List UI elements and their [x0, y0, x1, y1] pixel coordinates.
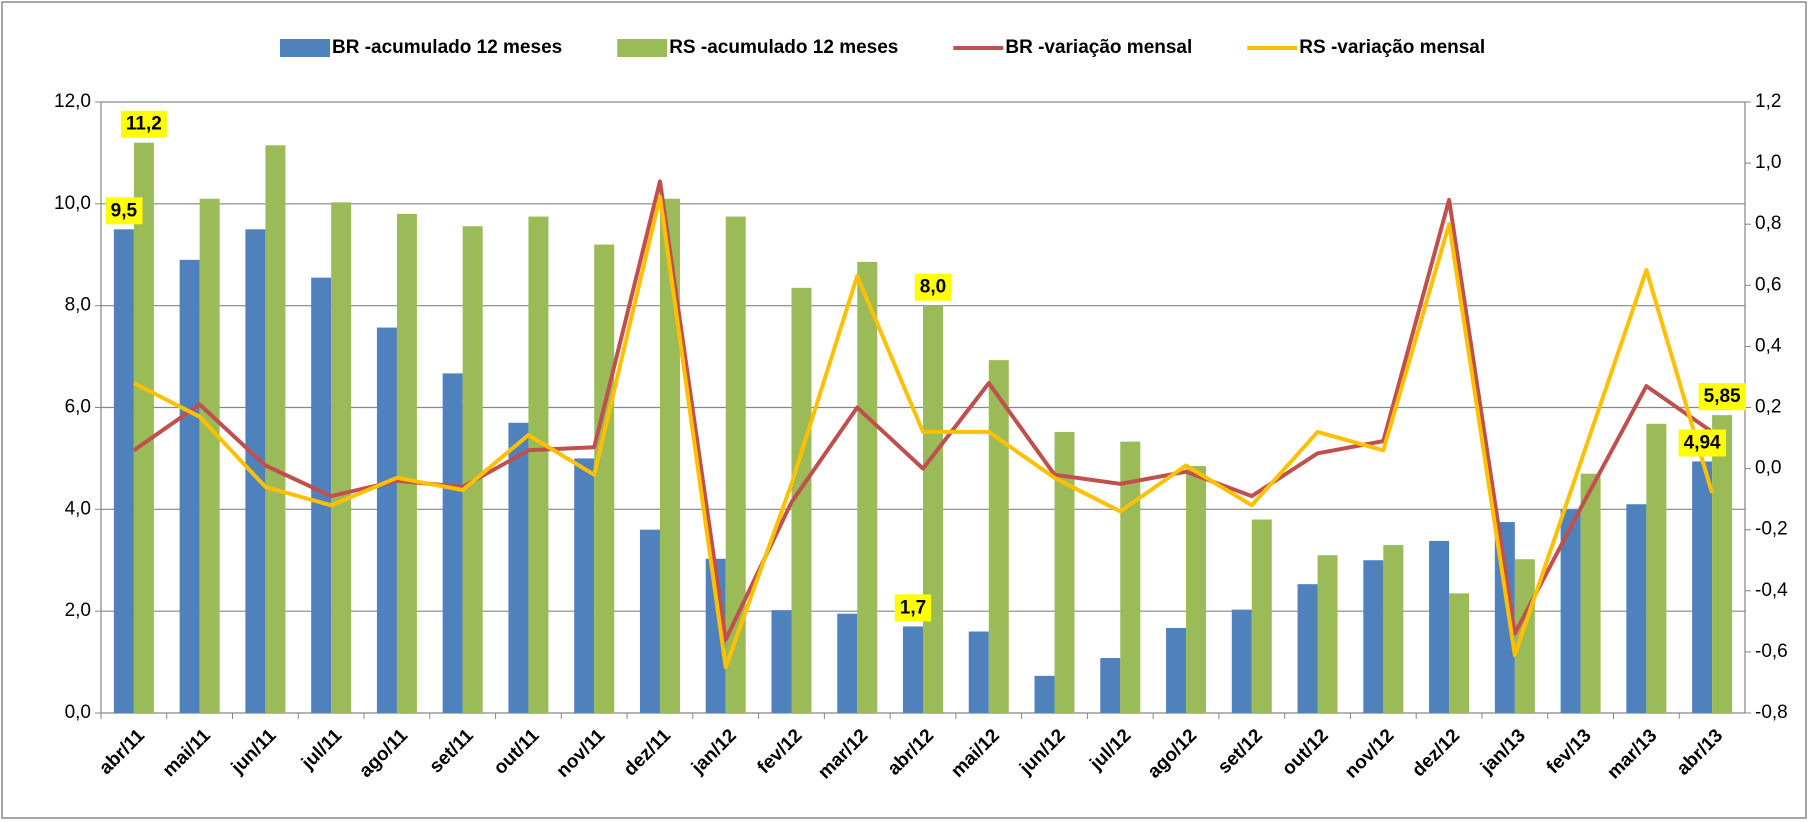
bar — [857, 261, 878, 713]
bar — [1626, 504, 1647, 713]
legend-label: RS -acumulado 12 meses — [669, 37, 898, 58]
y2-tick-label: 0,2 — [1755, 397, 1781, 418]
data-label: 5,85 — [1704, 386, 1741, 407]
y2-tick-label: 1,2 — [1755, 91, 1781, 112]
bar — [265, 145, 286, 713]
bar — [199, 198, 220, 713]
bar — [988, 360, 1009, 713]
data-label-box — [894, 594, 932, 622]
y2-tick-label: -0,4 — [1755, 580, 1788, 601]
bar — [1580, 473, 1601, 713]
y-tick-label: 12,0 — [54, 91, 91, 112]
y2-tick-label: 0,8 — [1755, 213, 1781, 234]
legend-label: BR -variação mensal — [1005, 37, 1192, 58]
bar — [1231, 609, 1252, 713]
y2-tick-label: -0,8 — [1755, 702, 1788, 723]
bar — [837, 613, 858, 713]
bar — [1429, 540, 1450, 713]
bar — [331, 202, 352, 713]
data-label-box — [1698, 383, 1747, 411]
bar — [725, 216, 746, 713]
bar — [1317, 555, 1338, 713]
bar — [659, 198, 680, 713]
y-tick-label: 6,0 — [65, 397, 91, 418]
bar — [1251, 519, 1272, 713]
bar — [771, 610, 792, 713]
bar — [923, 305, 943, 713]
data-label: 1,7 — [900, 597, 926, 618]
y2-tick-label: -0,6 — [1755, 641, 1788, 662]
bar — [396, 214, 417, 713]
line — [132, 194, 1715, 670]
bar — [462, 226, 483, 713]
bar — [1712, 415, 1733, 713]
bar — [113, 229, 134, 713]
y2-tick-label: 1,0 — [1755, 152, 1781, 173]
bar — [1449, 593, 1470, 713]
bar — [791, 287, 812, 713]
bar — [1560, 509, 1581, 713]
y-tick-label: 0,0 — [65, 702, 91, 723]
y2-tick-label: 0,4 — [1755, 335, 1782, 356]
bar — [1034, 675, 1055, 713]
y-tick-label: 10,0 — [54, 193, 91, 214]
legend-swatch — [617, 39, 668, 57]
bar — [574, 458, 595, 713]
bar — [1166, 627, 1187, 713]
data-label: 4,94 — [1684, 432, 1721, 453]
bar — [594, 244, 615, 714]
legend-swatch — [280, 39, 330, 57]
bar — [1186, 466, 1207, 713]
data-label: 11,2 — [126, 114, 162, 135]
bar — [376, 327, 397, 713]
bar — [508, 422, 529, 713]
legend-label: RS -variação mensal — [1299, 37, 1485, 58]
y2-tick-label: 0,0 — [1755, 458, 1781, 479]
bar — [1297, 584, 1318, 713]
bar — [311, 277, 332, 713]
data-label-box — [914, 273, 952, 301]
bar — [133, 142, 154, 713]
line — [132, 179, 1714, 642]
y-tick-label: 8,0 — [65, 295, 91, 316]
legend-label: BR -acumulado 12 meses — [332, 37, 562, 58]
bar — [1363, 560, 1384, 713]
bar — [528, 216, 549, 713]
data-label: 8,0 — [920, 277, 946, 298]
bar — [1514, 559, 1535, 713]
bar — [1100, 658, 1121, 713]
data-label: 9,5 — [111, 200, 138, 221]
y-tick-label: 4,0 — [65, 498, 91, 519]
data-label-box — [105, 197, 143, 225]
y2-tick-label: 0,6 — [1755, 274, 1781, 295]
y2-tick-label: -0,2 — [1755, 519, 1788, 540]
bar — [968, 631, 989, 713]
bar — [245, 229, 266, 713]
bar — [1054, 431, 1075, 713]
data-label-box — [120, 110, 167, 138]
bar — [1692, 461, 1713, 713]
bar — [1646, 423, 1667, 713]
bar — [1383, 544, 1404, 713]
data-label-box — [1678, 429, 1727, 457]
bar — [179, 259, 200, 713]
y-tick-label: 2,0 — [65, 600, 91, 621]
bar — [639, 529, 660, 713]
bar — [903, 626, 923, 713]
bar — [442, 373, 463, 713]
